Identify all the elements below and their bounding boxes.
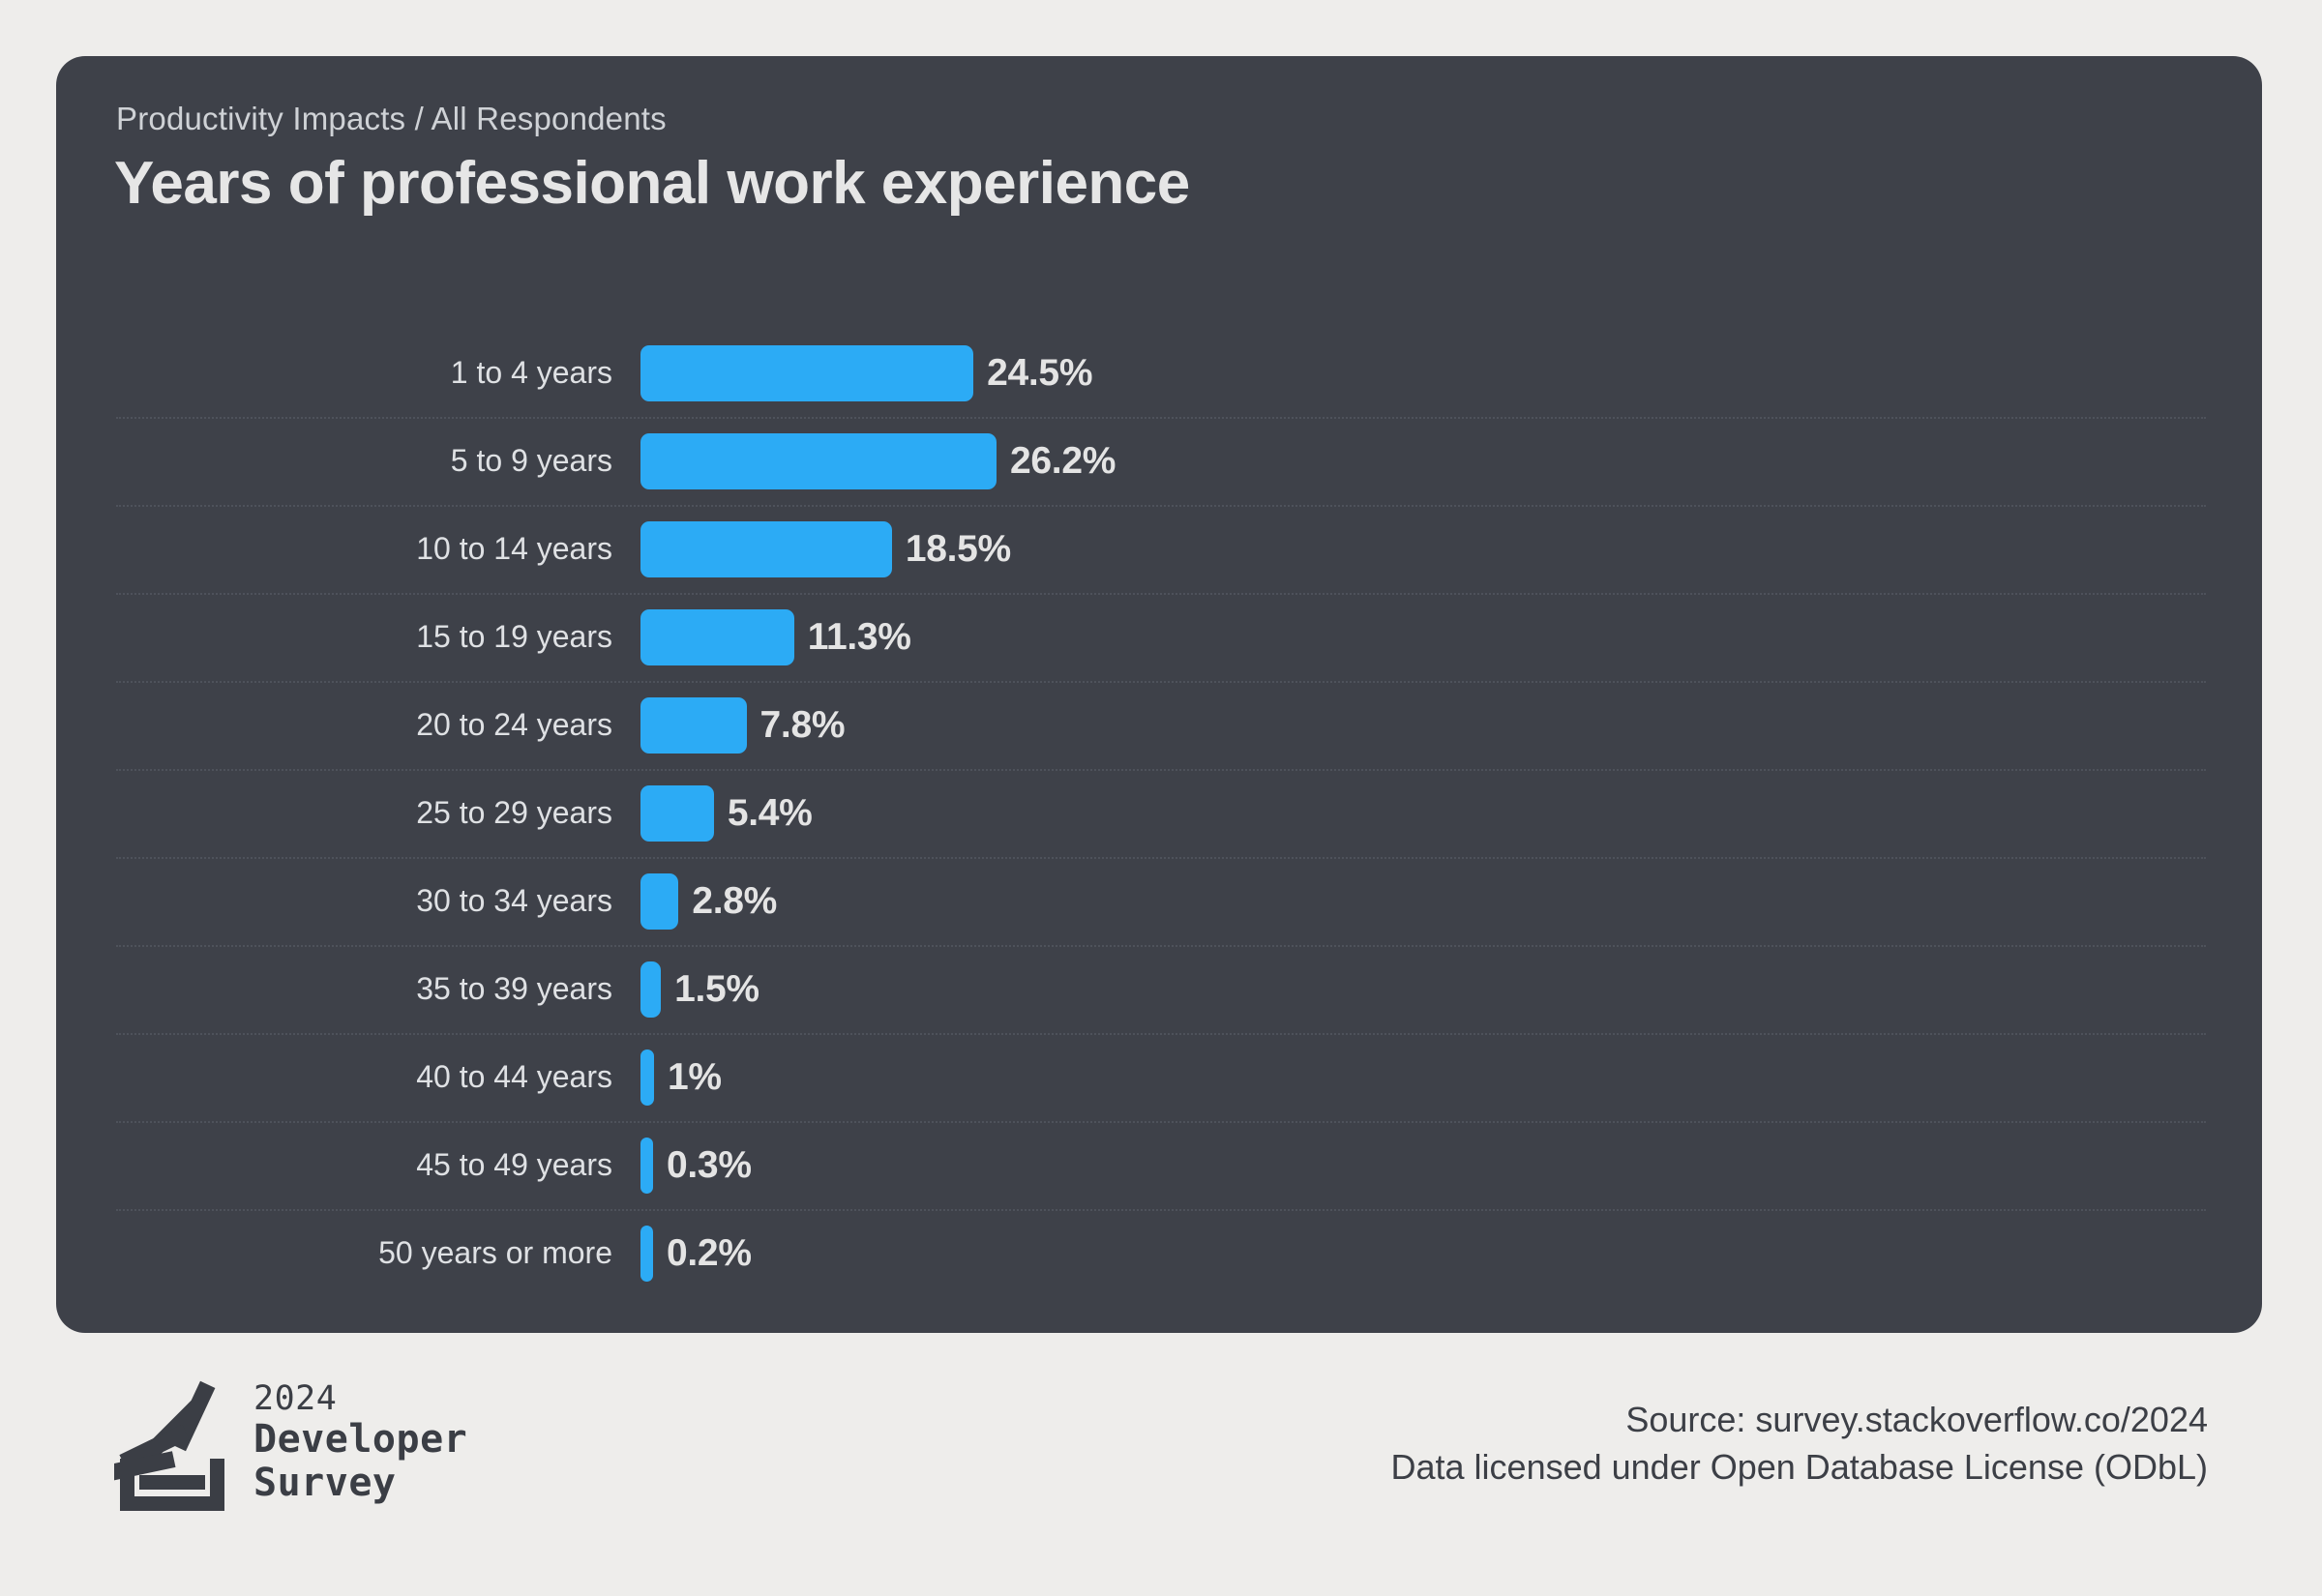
chart-row-inner: 25 to 29 years 5.4% — [56, 769, 2262, 857]
bar — [640, 432, 997, 489]
logo-survey: Survey — [253, 1460, 397, 1505]
category-label: 10 to 14 years — [416, 531, 612, 566]
footer: 2024 Developer Survey Source: survey.sta… — [0, 1354, 2322, 1557]
category-label: 20 to 24 years — [416, 707, 612, 742]
survey-logo-text: 2024 Developer Survey — [253, 1378, 468, 1505]
chart-row-inner: 45 to 49 years 0.3% — [56, 1121, 2262, 1209]
logo-developer: Developer — [253, 1416, 468, 1462]
bar-value-label: 1.5% — [674, 967, 759, 1010]
category-label: 35 to 39 years — [416, 971, 612, 1006]
chart-row: 10 to 14 years 18.5% — [56, 505, 2262, 593]
bar-zone: 0.3% — [640, 1137, 752, 1194]
chart-row-inner: 30 to 34 years 2.8% — [56, 857, 2262, 945]
bar-zone: 11.3% — [640, 608, 911, 665]
chart-row-inner: 1 to 4 years 24.5% — [56, 329, 2262, 417]
bar — [640, 1137, 653, 1194]
bar — [640, 608, 794, 665]
bar-value-label: 26.2% — [1010, 439, 1116, 482]
chart-row-inner: 40 to 44 years 1% — [56, 1033, 2262, 1121]
logo-year: 2024 — [253, 1378, 338, 1418]
bar — [640, 520, 892, 577]
bar-zone: 2.8% — [640, 872, 778, 930]
bar — [640, 784, 714, 842]
bar-value-label: 0.2% — [667, 1231, 752, 1274]
chart-row-inner: 35 to 39 years 1.5% — [56, 945, 2262, 1033]
chart-row: 50 years or more 0.2% — [56, 1209, 2262, 1297]
chart-row: 1 to 4 years 24.5% — [56, 329, 2262, 417]
chart-row: 15 to 19 years 11.3% — [56, 593, 2262, 681]
chart-row: 30 to 34 years 2.8% — [56, 857, 2262, 945]
bar-value-label: 18.5% — [905, 527, 1011, 570]
chart-row: 35 to 39 years 1.5% — [56, 945, 2262, 1033]
bar-zone: 0.2% — [640, 1225, 752, 1282]
bar-zone: 7.8% — [640, 696, 846, 754]
bar — [640, 696, 747, 754]
survey-logo: 2024 Developer Survey — [114, 1374, 467, 1511]
bar-value-label: 5.4% — [727, 791, 813, 834]
bar — [640, 344, 974, 401]
chart-row: 45 to 49 years 0.3% — [56, 1121, 2262, 1209]
chart-card: Productivity Impacts / All Respondents Y… — [56, 56, 2262, 1333]
bar-zone: 5.4% — [640, 784, 813, 842]
category-label: 45 to 49 years — [416, 1147, 612, 1182]
category-label: 40 to 44 years — [416, 1059, 612, 1094]
bar-value-label: 7.8% — [759, 703, 846, 746]
bar-value-label: 0.3% — [667, 1143, 752, 1186]
bar-value-label: 2.8% — [692, 879, 778, 922]
chart-row-inner: 5 to 9 years 26.2% — [56, 417, 2262, 505]
page-title: Years of professional work experience — [114, 150, 1190, 217]
source-attribution: Source: survey.stackoverflow.co/2024 Dat… — [1391, 1397, 2209, 1491]
chart-row-inner: 10 to 14 years 18.5% — [56, 505, 2262, 593]
category-label: 15 to 19 years — [416, 619, 612, 654]
category-label: 50 years or more — [378, 1235, 612, 1270]
bar — [640, 872, 679, 930]
bar-chart-rows: 1 to 4 years 24.5% 5 to 9 years 26.2% 10 to … — [56, 329, 2262, 1297]
category-label: 5 to 9 years — [450, 443, 612, 478]
bar-zone: 1% — [640, 1049, 722, 1106]
category-label: 30 to 34 years — [416, 883, 612, 918]
bar-zone: 1.5% — [640, 961, 759, 1018]
bar-zone: 24.5% — [640, 344, 1093, 401]
bar — [640, 961, 662, 1018]
bar-zone: 26.2% — [640, 432, 1116, 489]
bar-value-label: 24.5% — [987, 351, 1093, 394]
source-line: Source: survey.stackoverflow.co/2024 — [1625, 1400, 2208, 1439]
chart-row: 20 to 24 years 7.8% — [56, 681, 2262, 769]
bar — [640, 1049, 655, 1106]
bar-value-label: 11.3% — [807, 615, 911, 658]
category-label: 1 to 4 years — [450, 355, 612, 390]
chart-row: 40 to 44 years 1% — [56, 1033, 2262, 1121]
stack-overflow-logo-icon — [114, 1380, 224, 1511]
chart-row-inner: 15 to 19 years 11.3% — [56, 593, 2262, 681]
chart-row-inner: 20 to 24 years 7.8% — [56, 681, 2262, 769]
breadcrumb: Productivity Impacts / All Respondents — [116, 101, 667, 136]
chart-row: 25 to 29 years 5.4% — [56, 769, 2262, 857]
category-label: 25 to 29 years — [416, 795, 612, 830]
bar — [640, 1225, 653, 1282]
license-line: Data licensed under Open Database Licens… — [1390, 1446, 2209, 1487]
bar-zone: 18.5% — [640, 520, 1011, 577]
chart-row: 5 to 9 years 26.2% — [56, 417, 2262, 505]
bar-value-label: 1% — [668, 1055, 722, 1098]
chart-row-inner: 50 years or more 0.2% — [56, 1209, 2262, 1297]
